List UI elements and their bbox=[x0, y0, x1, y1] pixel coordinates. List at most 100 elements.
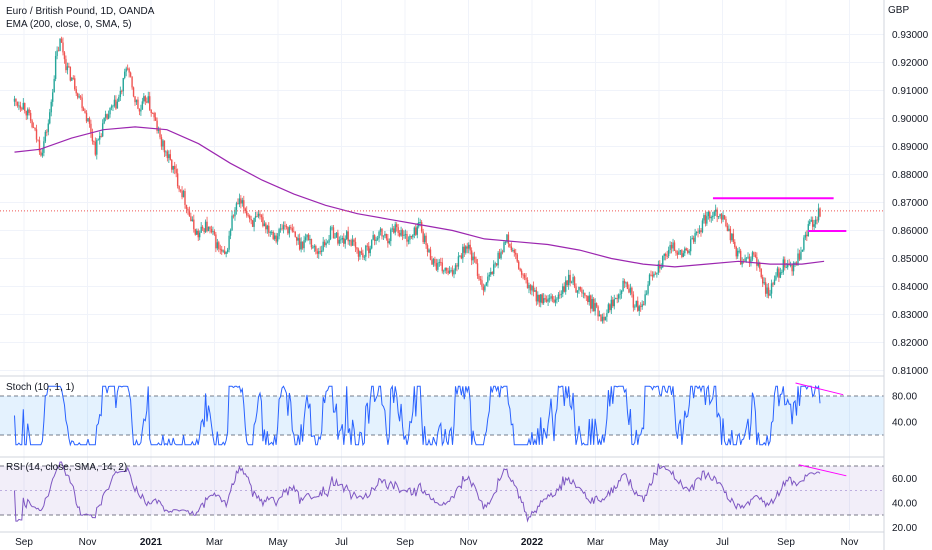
candle-body bbox=[432, 259, 435, 265]
candle-body bbox=[613, 299, 615, 307]
candle-body bbox=[792, 263, 795, 272]
candle-body bbox=[560, 293, 563, 295]
candle-body bbox=[420, 222, 423, 232]
candle-body bbox=[346, 231, 348, 240]
candle-body bbox=[547, 298, 549, 302]
candle-body bbox=[288, 227, 291, 234]
candle-body bbox=[160, 137, 163, 147]
candle-body bbox=[331, 227, 333, 229]
candle-body bbox=[244, 208, 246, 212]
candle-body bbox=[66, 66, 69, 71]
annotations[interactable] bbox=[712, 197, 847, 233]
candle-body bbox=[174, 165, 176, 170]
candle-body bbox=[498, 252, 501, 259]
candle-body bbox=[259, 213, 261, 216]
candle-body bbox=[679, 250, 682, 252]
candle-body bbox=[187, 208, 189, 211]
candle-body bbox=[456, 265, 458, 267]
candle-body bbox=[115, 99, 117, 109]
candle-body bbox=[454, 265, 457, 271]
candle-body bbox=[287, 227, 289, 234]
candle-body bbox=[149, 96, 151, 110]
candle-body bbox=[284, 225, 286, 227]
candle-body bbox=[809, 221, 811, 225]
candle-body bbox=[390, 229, 392, 242]
candle-body bbox=[629, 287, 632, 293]
symbol-title[interactable]: Euro / British Pound, 1D, OANDA bbox=[6, 6, 155, 17]
candle-body bbox=[437, 262, 439, 270]
candle-body bbox=[332, 227, 335, 239]
candle-body bbox=[31, 120, 33, 128]
candle-body bbox=[682, 253, 685, 257]
candle-body bbox=[466, 246, 468, 249]
time-axis[interactable]: Sep Nov 2021 Mar May Jul Sep Nov 2022 Mar May Jul Se… bbox=[15, 537, 858, 548]
candle-body bbox=[782, 259, 784, 273]
candle-body bbox=[206, 221, 208, 232]
candle-body bbox=[271, 231, 273, 233]
ema-legend[interactable]: EMA (200, close, 0, SMA, 5) bbox=[6, 19, 132, 30]
stoch-divergence-line[interactable] bbox=[795, 382, 844, 396]
stoch-tick-label: 40.00 bbox=[892, 418, 917, 429]
candle-body bbox=[576, 290, 579, 293]
candle-body bbox=[557, 294, 560, 299]
candle-body bbox=[49, 112, 51, 124]
candle-body bbox=[507, 234, 510, 244]
candle-body bbox=[16, 101, 19, 106]
candle-body bbox=[27, 109, 29, 116]
candle-body bbox=[612, 299, 614, 307]
candle-body bbox=[804, 234, 807, 238]
candle-body bbox=[138, 108, 141, 112]
candle-body bbox=[772, 283, 774, 285]
candle-body bbox=[623, 280, 626, 284]
candle-body bbox=[146, 101, 148, 103]
rsi-divergence-line[interactable] bbox=[798, 464, 847, 477]
candle-body bbox=[232, 215, 235, 217]
candle-body bbox=[800, 251, 802, 260]
candle-body bbox=[604, 316, 607, 321]
candle-body bbox=[423, 235, 426, 242]
candle-body bbox=[622, 280, 624, 292]
candle-body bbox=[607, 304, 610, 314]
stoch-legend[interactable]: Stoch (10, 1, 1) bbox=[6, 382, 74, 393]
rsi-axis: 60.00 40.00 20.00 bbox=[892, 474, 917, 534]
candle-body bbox=[476, 263, 479, 276]
rsi-legend[interactable]: RSI (14, close, SMA, 14, 2) bbox=[6, 462, 127, 473]
candle-body bbox=[351, 239, 354, 246]
rsi-line bbox=[14, 461, 821, 523]
candle-body bbox=[448, 270, 451, 274]
candle-body bbox=[403, 234, 405, 236]
candle-body bbox=[745, 257, 748, 259]
candle-body bbox=[488, 274, 490, 277]
pane-separators[interactable] bbox=[0, 0, 885, 550]
candle-body bbox=[645, 293, 648, 295]
candle-body bbox=[731, 233, 733, 241]
candle-body bbox=[709, 211, 711, 219]
candle-body bbox=[298, 238, 301, 250]
price-axis[interactable]: 0.93000 0.92000 0.91000 0.90000 0.89000 0.880… bbox=[892, 30, 929, 377]
candle-body bbox=[581, 289, 583, 294]
candle-body bbox=[294, 232, 296, 237]
candle-body bbox=[565, 280, 567, 292]
candle-body bbox=[304, 237, 307, 241]
candle-body bbox=[500, 251, 502, 259]
time-tick-label: Sep bbox=[15, 537, 33, 548]
candle-body bbox=[19, 105, 22, 109]
candle-body bbox=[282, 225, 285, 229]
candle-body bbox=[653, 273, 655, 277]
candle-body bbox=[74, 78, 76, 90]
candle-body bbox=[340, 239, 342, 241]
candle-body bbox=[619, 293, 621, 295]
candle-body bbox=[97, 139, 99, 141]
candle-body bbox=[720, 214, 723, 220]
candle-body bbox=[587, 296, 589, 303]
candle-body bbox=[226, 249, 229, 253]
candle-body bbox=[406, 234, 408, 242]
candle-body bbox=[384, 233, 386, 236]
candle-body bbox=[650, 274, 652, 276]
candle-body bbox=[169, 154, 171, 160]
candle-body bbox=[522, 274, 524, 276]
candle-body bbox=[569, 274, 571, 283]
candle-body bbox=[276, 236, 279, 242]
candle-body bbox=[359, 251, 361, 257]
